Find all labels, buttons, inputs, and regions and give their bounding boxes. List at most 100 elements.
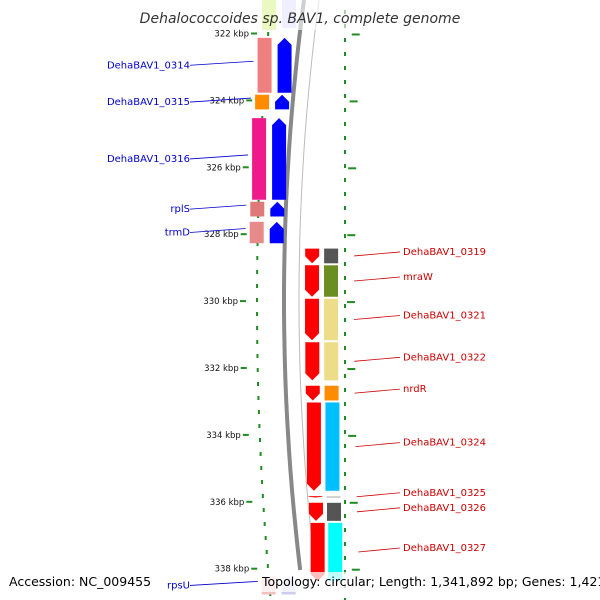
cds-arrow	[305, 385, 320, 401]
gene-leader-line	[189, 581, 258, 586]
track-dot	[256, 340, 259, 344]
gene-leader-line	[189, 97, 252, 103]
track-dot	[344, 136, 346, 140]
track-dot	[256, 256, 259, 260]
track-dot	[256, 368, 259, 372]
tick-label: 326 kbp	[206, 163, 241, 173]
accession-text: Accession: NC_009455	[9, 574, 151, 589]
gene-block	[326, 496, 341, 499]
track-dot	[258, 438, 261, 442]
gene-leader-line	[189, 60, 254, 66]
gene-block	[250, 201, 265, 217]
gene-leader-line	[354, 251, 401, 257]
track-dot	[267, 32, 270, 36]
gene-leader-line	[354, 356, 401, 362]
track-dot	[344, 262, 346, 266]
cds-arrow	[306, 402, 321, 491]
gene-label: DehaBAV1_0321	[403, 310, 486, 321]
cds-arrow	[272, 118, 287, 200]
cds-arrow	[270, 201, 285, 217]
gene-block	[249, 221, 264, 244]
track-dot	[261, 480, 264, 484]
track-dot	[344, 514, 346, 518]
cds-arrow	[308, 502, 323, 521]
track-dot	[344, 304, 346, 308]
gene-leader-line	[353, 276, 401, 282]
track-dot	[256, 242, 259, 246]
gene-leader-line	[189, 228, 246, 233]
track-dot	[344, 430, 346, 434]
track-dot	[344, 598, 346, 600]
gene-label: rplS	[170, 204, 190, 215]
gene-label: DehaBAV1_0327	[403, 543, 486, 554]
track-dot	[266, 564, 269, 568]
gene-label: DehaBAV1_0316	[107, 154, 190, 165]
track-dot	[344, 556, 346, 560]
gene-label: nrdR	[403, 384, 427, 395]
track-dot	[344, 276, 346, 280]
tick-label: 336 kbp	[210, 498, 245, 508]
track-dot	[344, 458, 346, 462]
track-dot	[344, 52, 346, 56]
topology-text: Topology: circular; Length: 1,341,892 bp…	[261, 574, 600, 589]
gene-block	[324, 342, 339, 381]
track-dot	[344, 248, 346, 252]
gene-block	[325, 402, 340, 491]
track-dot	[259, 452, 262, 456]
gene-leader-line	[356, 492, 401, 498]
track-dot	[344, 486, 346, 490]
backbone-inner-line	[298, 0, 320, 571]
gene-block	[252, 118, 267, 200]
track-dot	[256, 326, 259, 330]
gene-label: mraW	[403, 272, 433, 283]
track-dot	[344, 66, 346, 70]
tick-label: 330 kbp	[203, 297, 238, 307]
track-dot	[344, 38, 346, 42]
cds-arrow	[305, 265, 320, 297]
footer-backdrop	[0, 572, 150, 592]
cds-arrow	[305, 248, 320, 264]
track-dot	[344, 290, 346, 294]
track-dot	[344, 402, 346, 406]
track-dot	[257, 382, 260, 386]
track-dot	[344, 500, 346, 504]
gene-block	[324, 385, 339, 401]
gene-block	[324, 298, 339, 341]
track-dot	[344, 206, 346, 210]
track-dot	[262, 508, 265, 512]
track-dot	[261, 494, 264, 498]
track-dot	[344, 360, 346, 364]
tick-label: 328 kbp	[204, 230, 239, 240]
track-dot	[263, 522, 266, 526]
track-dot	[344, 150, 346, 154]
gene-leader-line	[354, 388, 401, 394]
track-dot	[344, 388, 346, 392]
gene-block	[328, 522, 343, 582]
track-dot	[265, 550, 268, 554]
track-dot	[344, 444, 346, 448]
gene-block	[324, 265, 339, 297]
track-dot	[261, 116, 264, 120]
cds-arrow	[305, 342, 320, 381]
track-dot	[256, 354, 259, 358]
track-dot	[257, 410, 260, 414]
footer-backdrop	[258, 572, 598, 592]
track-dot	[257, 396, 260, 400]
gene-block	[326, 502, 341, 521]
cds-arrow	[310, 522, 325, 582]
track-dot	[344, 94, 346, 98]
track-dot	[344, 332, 346, 336]
gene-label: DehaBAV1_0314	[107, 60, 190, 71]
track-dot	[344, 472, 346, 476]
track-dot	[344, 234, 346, 238]
track-dot	[344, 528, 346, 532]
track-dot	[344, 178, 346, 182]
map-title: Dehalococcoides sp. BAV1, complete genom…	[140, 11, 461, 27]
track-dot	[344, 542, 346, 546]
gene-label: DehaBAV1_0326	[403, 503, 486, 514]
track-dot	[344, 346, 346, 350]
gene-label: DehaBAV1_0315	[107, 97, 190, 108]
tick-label: 322 kbp	[214, 30, 249, 40]
cds-arrow	[277, 37, 292, 93]
